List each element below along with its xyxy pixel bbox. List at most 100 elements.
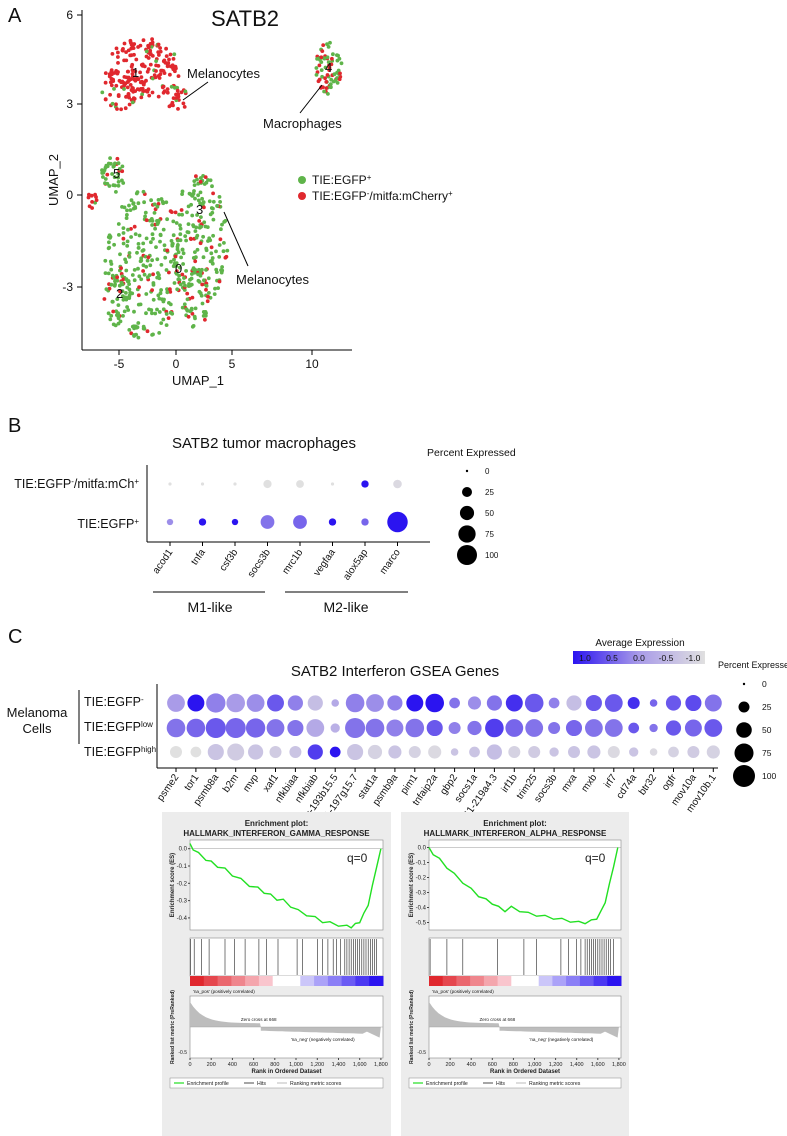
umap-point	[138, 43, 143, 48]
umap-point	[200, 282, 205, 287]
umap-point	[103, 71, 108, 75]
umap-point	[101, 175, 105, 179]
gsea-rank-colorbar	[314, 976, 329, 986]
umap-point	[177, 273, 182, 278]
dot-c	[467, 720, 482, 736]
umap-point	[175, 247, 180, 252]
dot-b	[233, 482, 237, 486]
umap-point	[319, 60, 324, 64]
umap-point	[150, 232, 155, 237]
umap-point	[324, 86, 329, 90]
umap-point	[326, 45, 331, 49]
umap-point	[178, 265, 182, 270]
gene-label-b: vegfaa	[312, 547, 338, 578]
umap-point	[149, 308, 154, 312]
dot-c	[448, 722, 461, 734]
umap-point	[118, 289, 122, 294]
umap-point	[109, 313, 114, 318]
umap-point	[153, 226, 158, 231]
umap-point	[167, 104, 172, 109]
umap-point	[184, 238, 189, 243]
umap-point	[143, 210, 148, 215]
gsea-rank-colorbar	[286, 976, 301, 986]
umap-point	[125, 305, 129, 309]
umap-xtick-label: -5	[114, 357, 125, 371]
umap-ytick-label: 0	[66, 188, 73, 202]
dot-c	[486, 695, 502, 711]
umap-point	[204, 246, 209, 251]
umap-point	[150, 40, 155, 45]
umap-point	[317, 63, 322, 68]
gsea-legend-frame	[169, 1077, 384, 1089]
dot-b	[198, 518, 207, 526]
gsea-es-frame	[428, 839, 622, 931]
umap-point	[202, 205, 206, 210]
size-legend-dot	[462, 487, 472, 497]
umap-point	[116, 222, 121, 226]
umap-point	[178, 223, 182, 228]
umap-point	[210, 210, 215, 215]
dot-c	[366, 694, 384, 712]
gsea-rank-colorbar	[203, 976, 219, 986]
umap-point	[225, 248, 230, 253]
umap-point	[177, 212, 182, 217]
umap-point	[116, 61, 120, 65]
gsea-rank-colorbar	[429, 976, 444, 986]
gene-label-b: alox5ap	[341, 547, 370, 582]
umap-point	[134, 57, 139, 62]
umap-point	[338, 71, 342, 76]
umap-point	[124, 260, 128, 264]
umap-point	[182, 276, 186, 280]
dot-c	[186, 718, 206, 738]
umap-point	[158, 291, 163, 296]
dot-c	[566, 695, 582, 711]
umap-point	[164, 268, 169, 272]
color-legend-tick: -0.5	[659, 653, 674, 663]
size-legend-b: 0 25 50 75 100	[457, 467, 499, 565]
color-legend-ticks: 1.0 0.5 0.0 -0.5 -1.0	[579, 653, 701, 663]
umap-point	[161, 317, 166, 322]
umap-point	[111, 309, 116, 314]
umap-point	[135, 250, 139, 255]
umap-point	[132, 278, 137, 283]
gene-label-c: mxb	[580, 772, 600, 794]
umap-point	[109, 161, 113, 166]
gsea-rank-metric-pos	[429, 1000, 500, 1027]
umap-point	[127, 251, 132, 255]
gsea-xtick-label: 600	[249, 1062, 258, 1068]
umap-point	[157, 276, 162, 281]
umap-point	[176, 250, 181, 255]
dotplot-b-dots	[166, 479, 408, 533]
dot-c	[206, 693, 226, 713]
umap-point	[185, 210, 189, 215]
dot-c	[607, 746, 620, 758]
umap-point	[207, 199, 212, 204]
umap-point	[149, 240, 153, 245]
umap-point	[195, 233, 200, 238]
umap-point	[323, 65, 328, 70]
umap-point	[132, 224, 137, 229]
gsea-es-ytick-label: -0.2	[177, 881, 188, 887]
umap-point	[185, 291, 190, 296]
umap-point	[172, 281, 177, 285]
umap-point	[323, 76, 327, 81]
umap-point	[150, 311, 154, 316]
umap-point	[135, 190, 140, 195]
umap-point	[174, 264, 179, 268]
dot-c	[388, 745, 402, 759]
dot-c	[289, 746, 302, 758]
umap-point	[205, 225, 210, 230]
color-legend-tick: 1.0	[579, 653, 591, 663]
umap-point	[136, 302, 141, 307]
umap-point	[174, 96, 179, 100]
size-legend-label: 0	[485, 467, 490, 476]
size-legend-dot	[742, 682, 746, 686]
size-legend-label: 0	[762, 679, 767, 689]
dot-c	[207, 743, 224, 761]
gsea-es-ytick-label: -0.4	[416, 906, 427, 912]
umap-point	[211, 199, 216, 204]
gsea-na-pos: 'na_pos' (positively correlated)	[432, 989, 494, 994]
umap-point	[114, 83, 119, 88]
umap-point	[171, 219, 176, 224]
umap-point	[329, 85, 333, 90]
